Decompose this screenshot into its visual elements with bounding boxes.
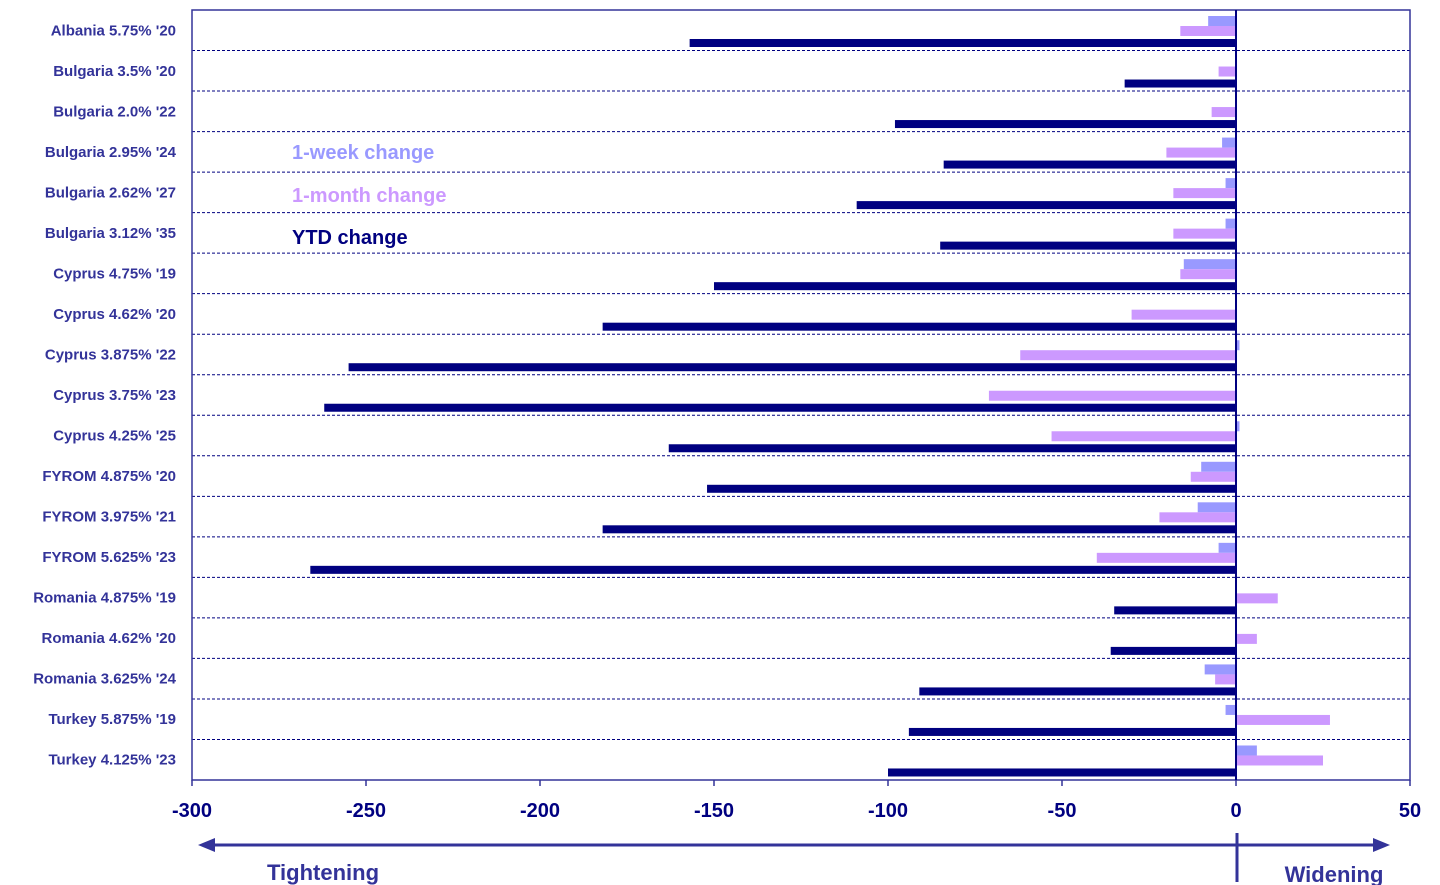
category-label: Cyprus 4.62% '20	[53, 306, 176, 323]
category-label: Bulgaria 3.5% '20	[53, 63, 176, 80]
category-label: FYROM 3.975% '21	[42, 509, 176, 526]
bar-1-month-change	[1180, 26, 1236, 36]
category-label: Albania 5.75% '20	[51, 22, 176, 39]
bar-1-week-change	[1236, 745, 1257, 756]
bar-1-week-change	[1225, 178, 1236, 189]
bar-1-week-change	[1197, 502, 1236, 513]
bar-ytd-change	[940, 241, 1236, 250]
bar-ytd-change	[689, 39, 1236, 47]
bar-ytd-change	[943, 160, 1236, 169]
bar-1-month-change	[1190, 471, 1236, 482]
category-label: Romania 4.875% '19	[33, 590, 176, 607]
bar-ytd-change	[707, 484, 1236, 493]
right-arrow-head	[1373, 838, 1390, 852]
x-tick-label: -250	[346, 800, 386, 822]
bar-1-week-change	[1208, 16, 1236, 26]
bar-1-month-change	[1218, 66, 1236, 77]
category-label: FYROM 4.875% '20	[42, 468, 176, 485]
x-tick-labels: -300 -250 -200 -150 -100 -50 0 50	[172, 800, 1421, 822]
x-tick-label: -300	[172, 800, 212, 822]
category-label: FYROM 5.625% '23	[42, 549, 176, 566]
bar-ytd-change	[888, 768, 1236, 777]
bar-1-month-change	[1211, 107, 1236, 118]
bar-1-week-change	[1225, 218, 1236, 229]
legend-1-week: 1-week change	[292, 142, 434, 164]
bar-1-week-change	[1201, 461, 1236, 472]
category-label: Bulgaria 3.12% '35	[45, 225, 176, 242]
category-label: Romania 3.625% '24	[33, 671, 176, 688]
plot-border	[191, 9, 1411, 781]
bar-ytd-change	[714, 282, 1236, 291]
bar-1-month-change	[1051, 431, 1236, 442]
bar-1-month-change	[1096, 552, 1236, 563]
bar-1-month-change	[1173, 188, 1236, 199]
legend: 1-week change 1-month change YTD change	[292, 142, 446, 249]
left-arrow-head	[198, 838, 215, 852]
x-tick-label: 0	[1230, 800, 1241, 822]
bar-ytd-change	[908, 727, 1236, 736]
category-label: Bulgaria 2.0% '22	[53, 103, 176, 120]
bar-1-week-change	[1222, 137, 1236, 148]
x-tick-label: -50	[1048, 800, 1077, 822]
bar-ytd-change	[856, 201, 1236, 210]
bar-ytd-change	[1114, 606, 1236, 615]
x-tick-label: 50	[1399, 800, 1421, 822]
bar-1-month-change	[1173, 228, 1236, 239]
category-label: Bulgaria 2.62% '27	[45, 184, 176, 201]
legend-ytd: YTD change	[292, 227, 408, 249]
bar-1-week-change	[1204, 664, 1236, 675]
tightening-label: Tightening	[267, 860, 379, 885]
bar-1-month-change	[1180, 269, 1236, 280]
category-label: Romania 4.62% '20	[42, 630, 176, 647]
bar-1-week-change	[1218, 542, 1236, 553]
bar-1-month-change	[1236, 755, 1323, 766]
bar-1-week-change	[1183, 259, 1236, 270]
bar-ytd-change	[602, 525, 1236, 534]
direction-arrows: Tightening Widening	[198, 833, 1390, 885]
category-label: Cyprus 4.75% '19	[53, 265, 176, 282]
category-label: Cyprus 3.875% '22	[45, 346, 176, 363]
category-label: Turkey 5.875% '19	[48, 711, 176, 728]
bar-1-month-change	[1020, 350, 1236, 361]
bar-ytd-change	[1110, 646, 1236, 655]
bar-1-month-change	[1236, 633, 1257, 644]
bar-1-month-change	[1215, 674, 1236, 685]
bar-1-month-change	[1236, 714, 1330, 725]
category-label: Cyprus 3.75% '23	[53, 387, 176, 404]
category-label: Bulgaria 2.95% '24	[45, 144, 177, 161]
bar-ytd-change	[894, 120, 1236, 129]
bars	[310, 16, 1330, 777]
bar-ytd-change	[348, 363, 1237, 372]
bar-1-week-change	[1225, 704, 1236, 715]
bar-ytd-change	[919, 687, 1236, 696]
axes	[191, 9, 1411, 786]
bar-ytd-change	[602, 322, 1236, 331]
category-label: Cyprus 4.25% '25	[53, 428, 176, 445]
bar-ytd-change	[668, 444, 1236, 453]
legend-1-month: 1-month change	[292, 185, 446, 207]
bar-ytd-change	[324, 403, 1236, 412]
category-labels: Albania 5.75% '20 Bulgaria 3.5% '20 Bulgar…	[33, 22, 176, 768]
widening-label: Widening	[1285, 862, 1384, 885]
bar-1-week-change	[1236, 421, 1240, 432]
bar-1-month-change	[1166, 147, 1236, 158]
x-tick-label: -200	[520, 800, 560, 822]
bar-ytd-change	[310, 565, 1236, 574]
bar-1-month-change	[1131, 309, 1236, 320]
x-tick-label: -150	[694, 800, 734, 822]
x-tick-label: -100	[868, 800, 908, 822]
category-label: Turkey 4.125% '23	[48, 752, 176, 769]
bar-ytd-change	[1124, 79, 1236, 88]
bar-1-month-change	[988, 390, 1236, 401]
gridlines	[192, 50, 1410, 740]
bar-1-week-change	[1236, 340, 1240, 351]
bar-1-month-change	[1236, 593, 1278, 604]
bar-1-month-change	[1159, 512, 1236, 523]
